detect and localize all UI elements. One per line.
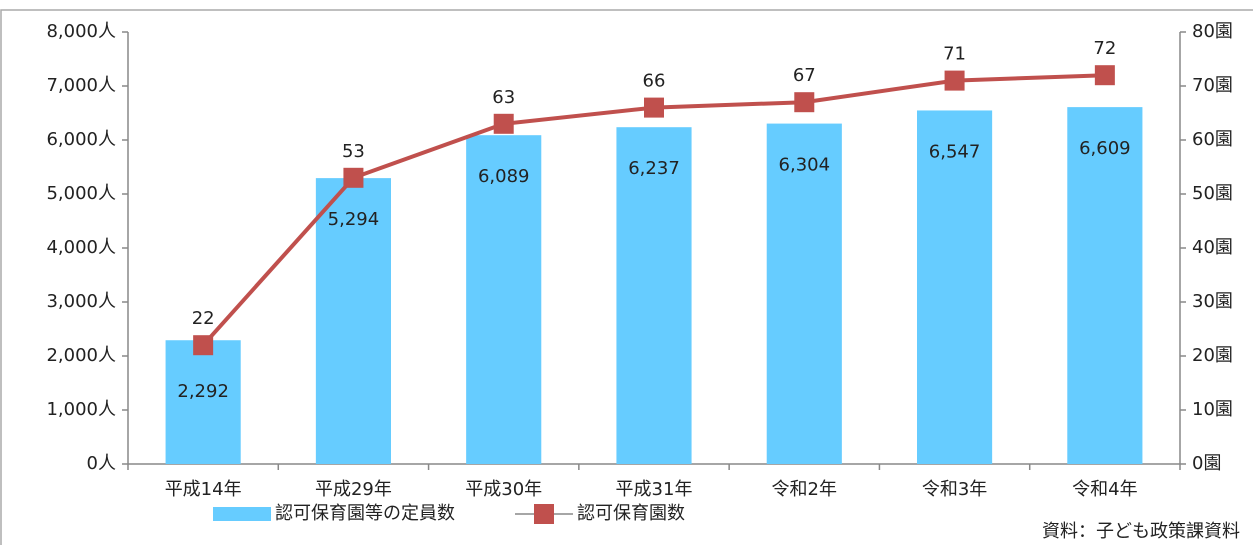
data-label: 22 — [192, 308, 215, 329]
bar — [165, 340, 241, 464]
data-label: 72 — [1093, 38, 1116, 59]
y2-tick-label: 30園 — [1192, 291, 1233, 312]
bar — [766, 123, 842, 465]
marker — [944, 70, 965, 91]
x-tick-label: 平成31年 — [616, 479, 693, 500]
source-note: 資料：子ども政策課資料 — [1042, 521, 1240, 542]
y2-tick-label: 50園 — [1192, 183, 1233, 204]
y-tick-label: 0人 — [87, 453, 116, 474]
bar — [466, 135, 542, 464]
marker — [1094, 65, 1115, 86]
marker — [794, 92, 815, 113]
data-label: 6,237 — [628, 158, 680, 179]
x-tick-label: 平成30年 — [465, 479, 542, 500]
y2-tick-label: 80園 — [1192, 21, 1233, 42]
frame — [0, 9, 1253, 545]
x-tick-label: 令和4年 — [1072, 479, 1137, 500]
x-tick-label: 令和3年 — [922, 479, 987, 500]
bar — [315, 178, 391, 464]
bar — [1067, 107, 1143, 464]
marker — [343, 167, 364, 188]
data-label: 5,294 — [328, 209, 380, 230]
data-label: 71 — [943, 44, 966, 65]
marker — [644, 97, 664, 118]
x-tick-label: 令和2年 — [772, 479, 837, 500]
data-label: 6,547 — [929, 141, 981, 162]
y2-tick-label: 60園 — [1192, 129, 1233, 150]
y-tick-label: 7,000人 — [46, 75, 116, 96]
bar — [917, 110, 993, 464]
data-label: 63 — [492, 87, 515, 108]
y-tick-label: 1,000人 — [46, 399, 116, 420]
data-label: 66 — [643, 71, 666, 92]
legend-label: 認可保育園等の定員数 — [275, 503, 455, 524]
marker — [493, 113, 514, 134]
y-tick-label: 5,000人 — [46, 183, 116, 204]
y-tick-label: 4,000人 — [46, 237, 116, 258]
data-label: 53 — [342, 141, 365, 162]
y-tick-label: 8,000人 — [46, 21, 116, 42]
y-tick-label: 3,000人 — [46, 291, 116, 312]
y-tick-label: 6,000人 — [46, 129, 116, 150]
marker — [193, 335, 214, 356]
data-label: 67 — [793, 65, 816, 86]
y2-tick-label: 0園 — [1192, 453, 1221, 474]
data-label: 6,089 — [478, 166, 530, 187]
legend-label: 認可保育園数 — [577, 503, 685, 524]
data-label: 6,609 — [1079, 138, 1131, 159]
x-tick-label: 平成29年 — [315, 479, 392, 500]
data-label: 6,304 — [779, 155, 831, 176]
y2-tick-label: 70園 — [1192, 75, 1233, 96]
data-label: 2,292 — [177, 381, 229, 402]
y2-tick-label: 40園 — [1192, 237, 1233, 258]
y2-tick-label: 20園 — [1192, 345, 1233, 366]
x-tick-label: 平成14年 — [165, 479, 242, 500]
legend-swatch — [213, 507, 271, 521]
y-tick-label: 2,000人 — [46, 345, 116, 366]
y2-tick-label: 10園 — [1192, 399, 1233, 420]
legend-swatch — [534, 504, 554, 524]
bar — [616, 127, 692, 465]
